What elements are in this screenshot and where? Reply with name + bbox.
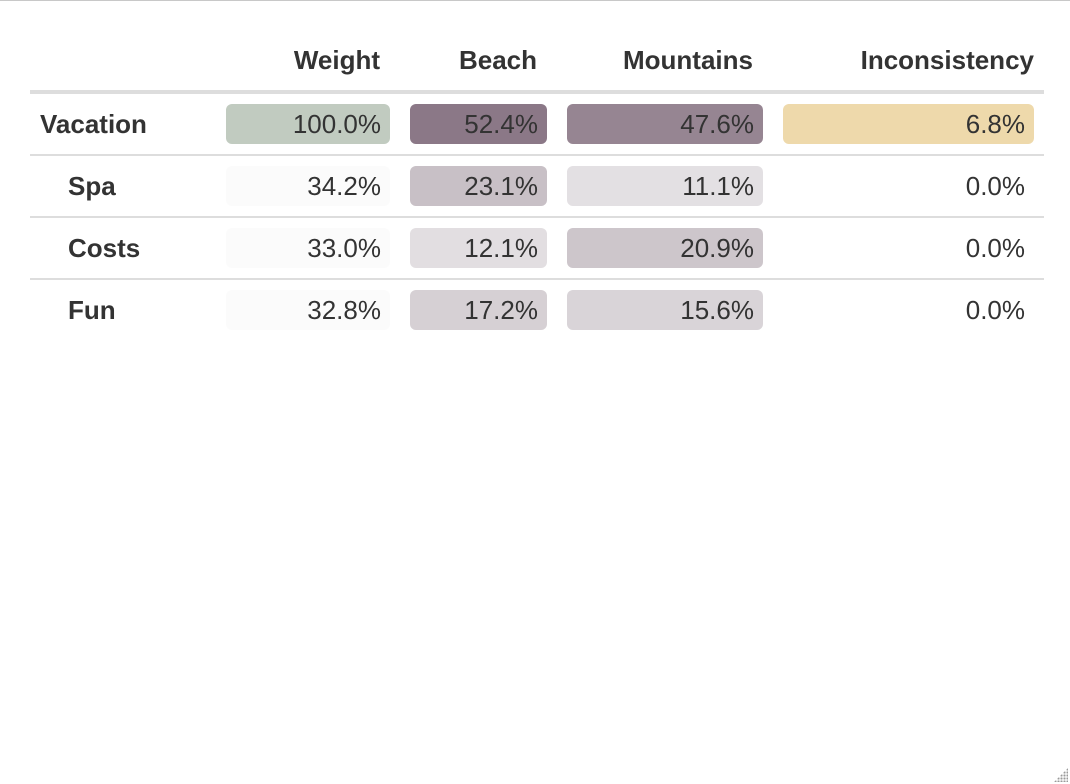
beach-cell: 52.4%	[410, 104, 547, 144]
header-weight: Weight	[213, 30, 390, 94]
table-row: Vacation 100.0% 52.4% 47.6% 6.8%	[30, 92, 1044, 156]
header-inconsistency: Inconsistency	[763, 30, 1044, 94]
beach-cell: 12.1%	[410, 228, 547, 268]
inconsistency-cell: 6.8%	[783, 104, 1034, 144]
weight-cell: 33.0%	[226, 228, 390, 268]
row-name-fun: Fun	[68, 294, 116, 325]
resize-grip-icon[interactable]	[1054, 768, 1068, 782]
header-beach: Beach	[390, 30, 547, 94]
header-row: Weight Beach Mountains Inconsistency	[30, 30, 1044, 94]
weight-cell: 34.2%	[226, 166, 390, 206]
mountains-cell: 11.1%	[567, 166, 763, 206]
mountains-cell: 20.9%	[567, 228, 763, 268]
beach-cell: 17.2%	[410, 290, 547, 330]
row-name-costs: Costs	[68, 232, 141, 263]
table-row: Fun 32.8% 17.2% 15.6% 0.0%	[30, 279, 1044, 340]
beach-cell: 23.1%	[410, 166, 547, 206]
ahp-results-table: Weight Beach Mountains Inconsistency Vac…	[30, 30, 1044, 340]
header-name	[30, 30, 213, 94]
mountains-cell: 15.6%	[567, 290, 763, 330]
weight-cell: 32.8%	[226, 290, 390, 330]
header-mountains: Mountains	[547, 30, 763, 94]
row-name-spa: Spa	[68, 170, 116, 201]
inconsistency-cell: 0.0%	[783, 166, 1034, 206]
inconsistency-cell: 0.0%	[783, 290, 1034, 330]
table-row: Costs 33.0% 12.1% 20.9% 0.0%	[30, 217, 1044, 280]
table-row: Spa 34.2% 23.1% 11.1% 0.0%	[30, 155, 1044, 218]
window-top-border	[0, 0, 1070, 1]
row-name-vacation: Vacation	[40, 108, 147, 139]
weight-cell: 100.0%	[226, 104, 390, 144]
inconsistency-cell: 0.0%	[783, 228, 1034, 268]
mountains-cell: 47.6%	[567, 104, 763, 144]
